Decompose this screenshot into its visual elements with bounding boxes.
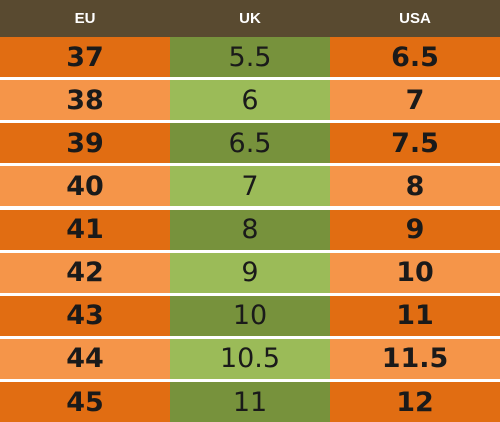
table-row: 43 10 11 [0,295,500,336]
uk-size-cell: 6 [170,80,330,121]
usa-size-cell: 8 [330,166,500,207]
eu-size-cell: 39 [0,123,170,164]
usa-size-cell: 12 [330,382,500,422]
eu-size-cell: 43 [0,295,170,336]
table-header: EU UK USA [0,0,500,37]
uk-size-cell: 6.5 [170,123,330,164]
eu-size-cell: 42 [0,252,170,293]
eu-size-cell: 38 [0,80,170,121]
uk-size-cell: 8 [170,209,330,250]
eu-size-cell: 37 [0,37,170,77]
eu-size-cell: 45 [0,382,170,422]
table-row: 38 6 7 [0,80,500,121]
header-usa: USA [399,10,431,27]
usa-size-cell: 9 [330,209,500,250]
table-body: 37 5.5 6.5 38 6 7 39 6.5 7.5 40 7 8 41 8… [0,37,500,422]
usa-size-cell: 7.5 [330,123,500,164]
table-row: 37 5.5 6.5 [0,37,500,77]
header-eu: EU [74,10,96,27]
table-row: 41 8 9 [0,209,500,250]
table-row: 40 7 8 [0,166,500,207]
usa-size-cell: 11.5 [330,338,500,379]
eu-size-cell: 41 [0,209,170,250]
usa-size-cell: 7 [330,80,500,121]
uk-size-cell: 7 [170,166,330,207]
usa-size-cell: 10 [330,252,500,293]
uk-size-cell: 10.5 [170,338,330,379]
header-uk: UK [239,10,261,27]
eu-size-cell: 44 [0,338,170,379]
table-row: 44 10.5 11.5 [0,338,500,379]
uk-size-cell: 10 [170,295,330,336]
table-row: 42 9 10 [0,252,500,293]
eu-size-cell: 40 [0,166,170,207]
uk-size-cell: 11 [170,382,330,422]
uk-size-cell: 5.5 [170,37,330,77]
table-row: 45 11 12 [0,382,500,422]
table-row: 39 6.5 7.5 [0,123,500,164]
uk-size-cell: 9 [170,252,330,293]
usa-size-cell: 6.5 [330,37,500,77]
usa-size-cell: 11 [330,295,500,336]
